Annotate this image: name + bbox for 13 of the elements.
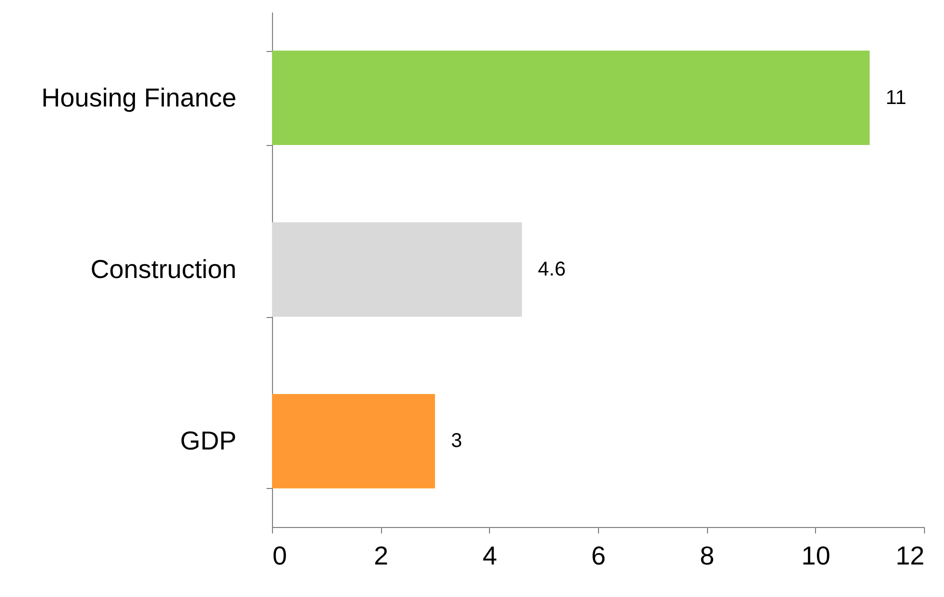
y-tick-label: GDP bbox=[180, 426, 236, 456]
data-label: 3 bbox=[451, 430, 462, 452]
x-tick-label: 10 bbox=[801, 540, 830, 570]
x-tick-label: 0 bbox=[272, 540, 287, 570]
x-tick-label: 8 bbox=[700, 540, 714, 570]
x-tick-label: 12 bbox=[896, 540, 924, 570]
x-tick-label: 2 bbox=[374, 540, 388, 570]
data-label: 11 bbox=[886, 86, 906, 109]
y-tick-label: Housing Finance bbox=[41, 82, 236, 112]
x-tick-label: 4 bbox=[482, 540, 498, 570]
y-tick-label: Construction bbox=[90, 254, 236, 284]
data-label: 4.6 bbox=[538, 258, 566, 280]
x-tick-label: 6 bbox=[591, 540, 606, 570]
